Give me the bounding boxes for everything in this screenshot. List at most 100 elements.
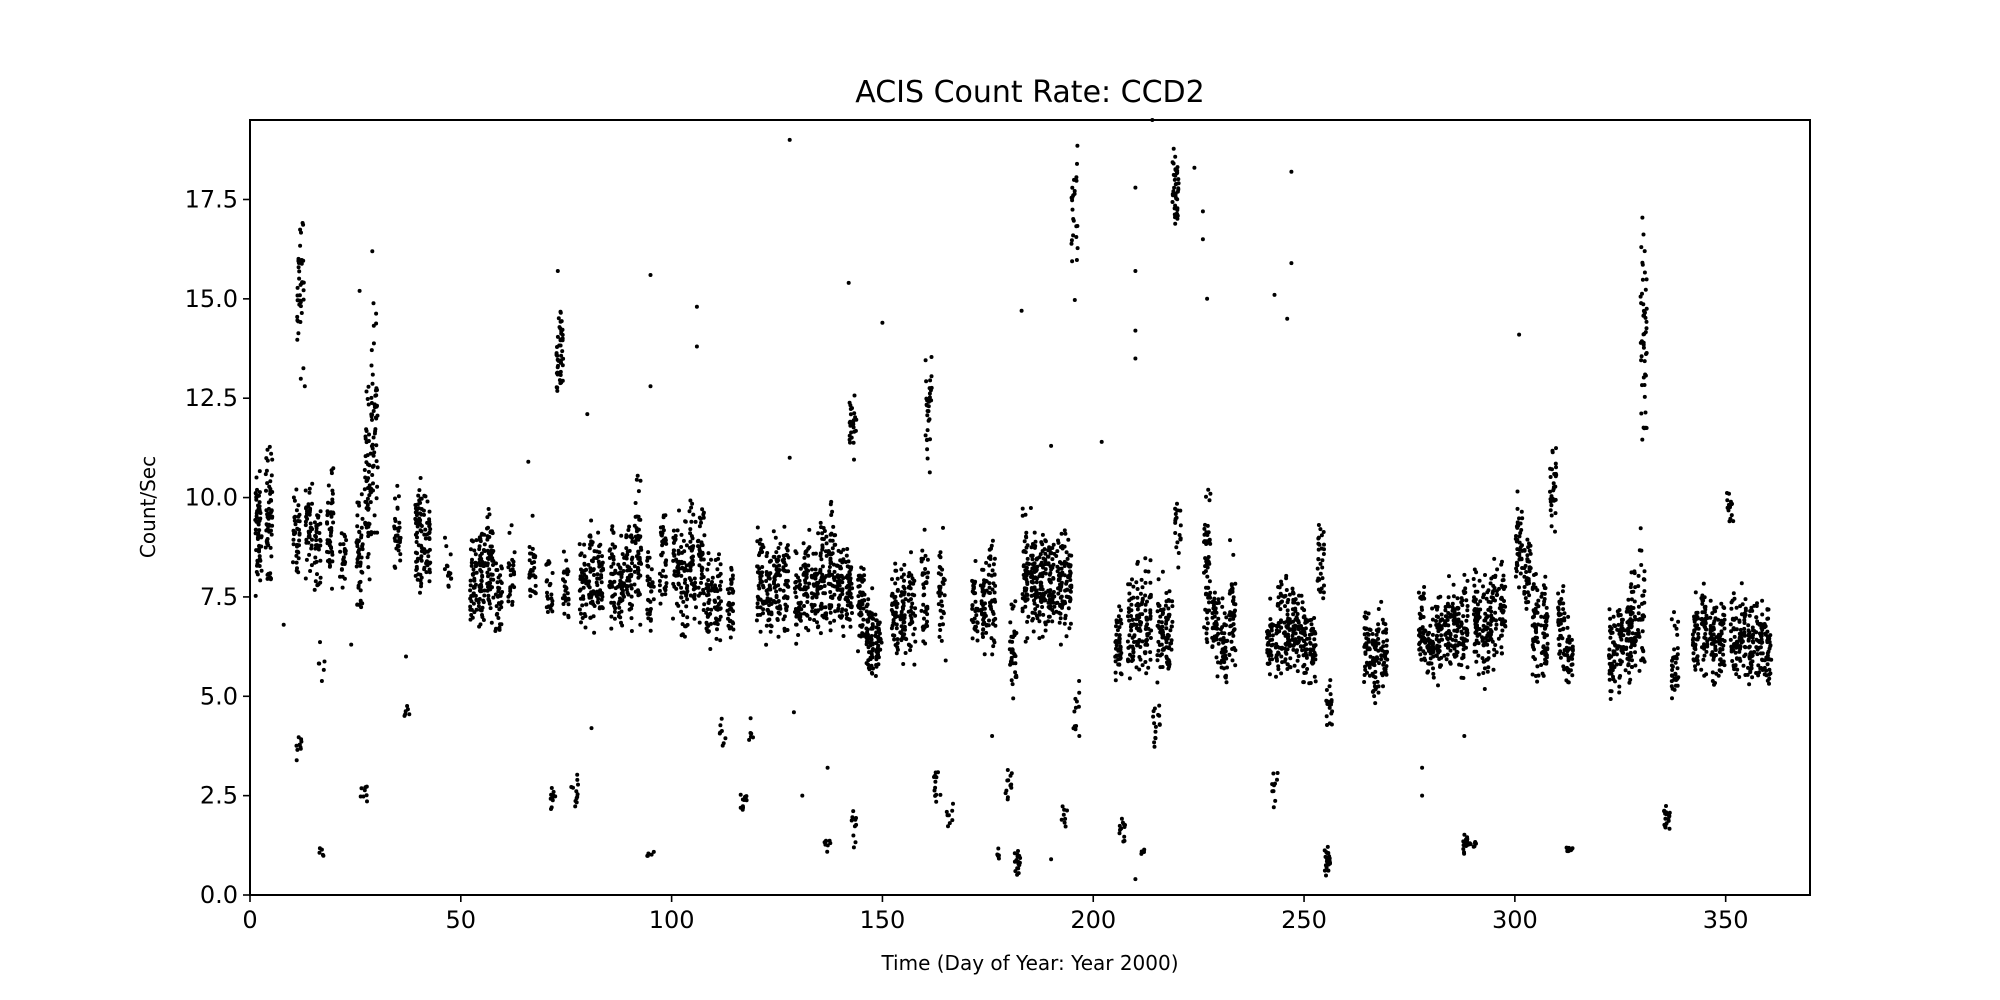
data-point bbox=[294, 553, 299, 558]
data-point bbox=[680, 561, 685, 566]
data-point bbox=[506, 599, 511, 604]
data-point bbox=[354, 564, 359, 569]
data-point bbox=[913, 606, 918, 611]
data-point bbox=[584, 602, 589, 607]
data-point bbox=[1461, 843, 1466, 848]
data-point bbox=[1212, 637, 1217, 642]
data-point bbox=[369, 348, 374, 353]
data-point bbox=[794, 622, 799, 627]
data-point bbox=[1145, 599, 1149, 604]
data-point bbox=[1140, 585, 1145, 590]
data-point bbox=[685, 597, 690, 602]
data-point bbox=[812, 583, 817, 588]
data-point bbox=[851, 845, 856, 850]
data-point bbox=[771, 529, 776, 534]
data-point bbox=[357, 529, 362, 534]
data-point bbox=[1130, 577, 1134, 582]
data-point bbox=[581, 585, 586, 590]
data-point bbox=[793, 549, 798, 554]
data-point bbox=[685, 615, 690, 620]
data-point bbox=[1065, 808, 1069, 813]
data-point bbox=[719, 579, 724, 584]
data-point bbox=[257, 528, 262, 533]
data-point bbox=[1038, 572, 1043, 577]
data-point bbox=[507, 530, 512, 535]
data-point bbox=[448, 571, 453, 576]
data-point bbox=[758, 605, 763, 610]
data-point bbox=[1152, 721, 1157, 726]
data-point bbox=[496, 601, 501, 606]
data-point bbox=[482, 542, 487, 547]
data-point bbox=[558, 319, 563, 324]
data-point bbox=[291, 537, 296, 542]
data-point bbox=[476, 600, 481, 605]
data-point bbox=[1143, 651, 1148, 656]
data-point bbox=[990, 568, 995, 573]
data-point bbox=[864, 609, 869, 614]
data-point bbox=[748, 716, 753, 721]
data-point bbox=[859, 624, 864, 629]
data-point bbox=[794, 595, 799, 599]
data-point bbox=[341, 542, 346, 547]
data-point bbox=[1140, 663, 1145, 668]
data-point bbox=[1119, 826, 1124, 831]
data-point bbox=[1311, 644, 1316, 649]
data-point bbox=[375, 484, 380, 489]
data-point bbox=[794, 573, 799, 578]
data-point bbox=[424, 570, 429, 575]
data-point bbox=[578, 596, 583, 601]
data-point bbox=[815, 588, 820, 593]
data-point bbox=[848, 440, 852, 445]
data-point bbox=[934, 799, 939, 804]
data-point bbox=[1312, 674, 1317, 679]
data-point bbox=[768, 629, 773, 634]
data-point bbox=[1376, 629, 1380, 634]
data-point bbox=[298, 243, 303, 248]
data-point bbox=[727, 591, 732, 596]
data-point bbox=[974, 613, 979, 618]
data-point bbox=[1362, 626, 1367, 631]
data-point bbox=[1152, 740, 1157, 745]
data-point bbox=[1285, 608, 1290, 613]
data-point bbox=[1285, 612, 1290, 617]
data-point bbox=[308, 569, 313, 573]
data-point bbox=[498, 592, 503, 597]
data-point bbox=[295, 285, 300, 290]
data-point bbox=[990, 652, 995, 657]
data-point bbox=[317, 850, 322, 855]
data-point bbox=[449, 576, 454, 581]
data-point bbox=[1043, 551, 1048, 556]
data-point bbox=[405, 707, 410, 712]
data-point bbox=[576, 782, 580, 787]
data-point bbox=[1170, 160, 1175, 165]
data-point bbox=[816, 531, 821, 536]
data-point bbox=[824, 553, 829, 558]
data-point bbox=[1176, 186, 1181, 191]
data-point bbox=[1499, 562, 1504, 567]
data-point bbox=[676, 551, 681, 556]
data-point bbox=[1372, 640, 1376, 645]
data-point bbox=[891, 633, 895, 638]
data-point bbox=[1132, 633, 1137, 638]
data-point bbox=[837, 614, 842, 619]
data-point bbox=[632, 569, 637, 574]
data-point bbox=[707, 598, 712, 602]
data-point bbox=[1077, 734, 1082, 738]
data-point bbox=[682, 634, 687, 639]
data-point bbox=[646, 550, 651, 555]
data-point bbox=[852, 393, 857, 398]
data-point bbox=[363, 520, 368, 525]
data-point bbox=[634, 477, 639, 482]
data-point bbox=[1528, 566, 1533, 571]
data-point bbox=[469, 563, 474, 568]
data-point bbox=[925, 456, 930, 461]
data-point bbox=[1118, 608, 1123, 613]
data-point bbox=[253, 491, 258, 495]
data-point bbox=[600, 594, 605, 599]
data-point bbox=[617, 565, 622, 570]
data-point bbox=[681, 599, 686, 604]
data-point bbox=[832, 569, 837, 574]
data-point bbox=[1012, 629, 1017, 634]
data-point bbox=[1121, 839, 1126, 844]
data-point bbox=[936, 571, 941, 576]
